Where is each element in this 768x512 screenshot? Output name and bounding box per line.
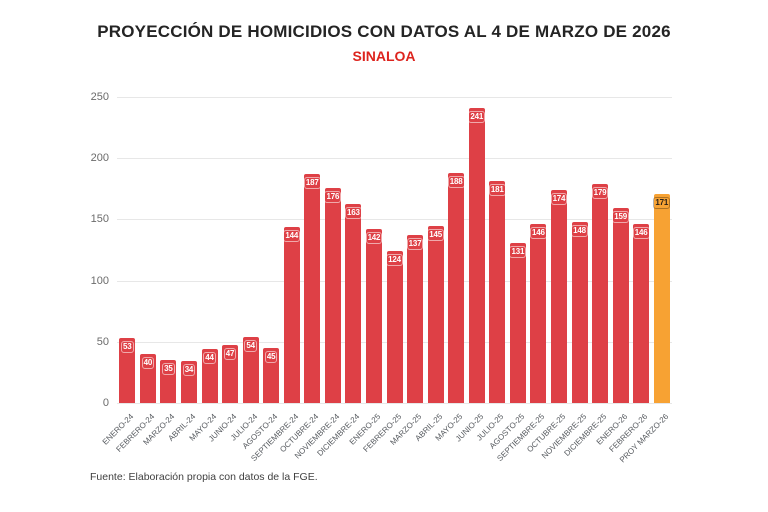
bar: 47 (222, 345, 239, 403)
bar-value-label: 187 (303, 177, 321, 190)
bar: 163 (345, 203, 362, 403)
bar: 241 (468, 108, 486, 403)
y-gridline (117, 158, 672, 160)
bar-value-label: 47 (223, 348, 237, 361)
bar-value-label: 45 (264, 350, 278, 363)
bar: 187 (303, 174, 321, 403)
bar-value-label: 159 (612, 211, 629, 224)
bar: 54 (242, 336, 259, 403)
bar-value-label: 40 (141, 357, 155, 370)
bar: 124 (386, 251, 403, 403)
bar: 159 (612, 208, 629, 403)
bar: 176 (324, 187, 342, 403)
bar: 174 (550, 190, 568, 403)
bar-value-label: 146 (632, 227, 650, 240)
bar-value-label: 174 (550, 193, 568, 206)
source-note: Fuente: Elaboración propia con datos de … (90, 471, 318, 483)
bar: 45 (263, 347, 280, 403)
bar-value-label: 44 (203, 352, 216, 365)
y-gridline (117, 403, 672, 404)
y-axis-label: 250 (90, 91, 109, 103)
bar-value-label: 188 (447, 175, 465, 188)
bar-value-label: 54 (244, 339, 257, 352)
y-gridline (117, 219, 672, 221)
y-axis-label: 150 (90, 213, 109, 226)
bar-value-label: 241 (468, 111, 486, 124)
bar-value-label: 53 (121, 341, 134, 354)
bar: 179 (591, 183, 609, 403)
bar-value-label: 171 (653, 196, 671, 209)
bar-value-label: 181 (488, 184, 506, 197)
bar-value-label: 148 (571, 224, 588, 237)
bar-value-label: 137 (406, 238, 424, 251)
bar: 145 (427, 225, 444, 403)
projection-bar: 171 (653, 193, 671, 403)
bar: 44 (201, 349, 218, 403)
bar-value-label: 34 (182, 364, 196, 377)
bar: 34 (180, 361, 197, 403)
bar-value-label: 144 (283, 229, 301, 242)
bar: 137 (406, 235, 424, 403)
bar-value-label: 131 (509, 245, 527, 258)
chart-title: PROYECCIÓN DE HOMICIDIOS CON DATOS AL 4 … (97, 22, 671, 41)
bar: 40 (139, 354, 156, 403)
bar-value-label: 146 (530, 227, 547, 240)
y-axis-label: 0 (102, 397, 109, 409)
plot-area: 0 50 100 150 200 250 53 ENERO-24 40 FEBRERO-24 35 M… (91, 91, 672, 464)
bar: 53 (119, 338, 136, 403)
bar-value-label: 142 (365, 232, 383, 245)
bar: 131 (509, 242, 527, 403)
y-gridline (117, 97, 672, 98)
bar-value-label: 176 (324, 190, 342, 203)
y-axis-label: 200 (90, 152, 109, 165)
bar-value-label: 124 (386, 254, 403, 267)
bar: 142 (365, 229, 383, 403)
bar: 146 (632, 224, 650, 403)
y-axis-label: 50 (96, 335, 109, 348)
bar: 181 (488, 181, 506, 403)
bar-value-label: 179 (591, 186, 609, 199)
chart-subtitle: SINALOA (352, 48, 416, 64)
bar-value-label: 35 (162, 363, 175, 376)
bar: 146 (530, 224, 547, 403)
bar-value-label: 145 (427, 228, 444, 241)
y-axis-label: 100 (90, 274, 109, 287)
bar: 35 (160, 360, 177, 403)
bar: 188 (447, 172, 465, 403)
bar-value-label: 163 (345, 206, 362, 219)
bar: 148 (571, 221, 588, 403)
bar: 144 (283, 226, 301, 403)
